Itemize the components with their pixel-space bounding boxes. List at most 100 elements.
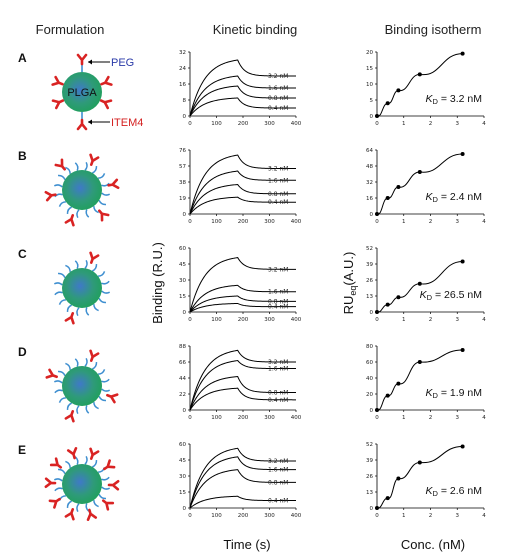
y-tick-label: 13 (366, 490, 373, 496)
row-label: A (18, 51, 27, 65)
peg-chain (54, 193, 63, 198)
peg-chain (74, 456, 79, 465)
nanoparticle-diagram (44, 446, 120, 522)
x-tick-label: 300 (264, 219, 275, 225)
binding-curve (189, 456, 296, 509)
nanoparticle-diagram (53, 251, 111, 325)
curve-label: 3.2 nM (268, 266, 288, 273)
data-point (396, 295, 401, 300)
antibody-shape (44, 190, 57, 202)
row-label: E (18, 443, 26, 457)
curve-label: 0.8 nM (268, 298, 288, 305)
kinetic-plot: 0 15 30 45 60 0 100 200 300 400 3.2 nM 1.6 nM 0.8 nM… (179, 246, 302, 323)
y-tick-label: 30 (179, 474, 186, 480)
kd-subscript: D (433, 97, 439, 106)
peg-chain (65, 460, 71, 468)
x-tick-label: 200 (238, 317, 249, 323)
fit-curve (376, 261, 463, 313)
y-tick-label: 88 (179, 344, 186, 350)
antibody-icon (54, 158, 66, 171)
curve-label: 0.4 nM (268, 105, 288, 112)
binding-curve (189, 295, 296, 313)
x-tick-label: 2 (429, 219, 433, 225)
antibody-icon (89, 349, 100, 362)
antibody-icon (107, 178, 120, 190)
x-tick-label: 0 (375, 513, 379, 519)
iso-y-sub: eq (348, 286, 358, 296)
data-point (396, 185, 401, 189)
antibody-shape (49, 457, 63, 469)
binding-curve (189, 59, 296, 117)
peg-chain (98, 271, 106, 277)
antibody-icon (76, 53, 88, 66)
data-point (417, 72, 422, 77)
x-tick-label: 0 (188, 317, 192, 323)
kinetic-x-title: Time (s) (223, 537, 270, 552)
x-tick-label: 3 (456, 121, 460, 127)
plga-core (62, 268, 102, 308)
binding-curve (189, 360, 296, 411)
binding-curve (189, 196, 296, 215)
y-tick-label: 44 (179, 376, 186, 382)
curve-label: 1.6 nM (268, 467, 288, 474)
x-tick-label: 2 (429, 121, 433, 127)
data-point (375, 212, 379, 216)
peg-chain (76, 307, 80, 317)
y-tick-label: 15 (179, 294, 186, 300)
antibody-icon (66, 446, 78, 460)
y-tick-label: 8 (183, 98, 187, 104)
x-tick-label: 400 (291, 219, 302, 225)
data-point (417, 360, 422, 364)
peg-chain (54, 487, 63, 492)
peg-chain (101, 280, 110, 285)
antibody-shape (89, 447, 100, 460)
antibody-shape (100, 75, 113, 86)
peg-chain (92, 165, 98, 174)
antibody-icon (44, 190, 57, 202)
y-tick-label: 32 (179, 50, 186, 56)
y-tick-label: 0 (183, 212, 187, 218)
antibody-shape (64, 312, 75, 325)
x-tick-label: 1 (402, 513, 406, 519)
antibody-shape (76, 118, 88, 131)
y-tick-label: 64 (366, 148, 373, 154)
y-tick-label: 10 (366, 82, 373, 88)
binding-curve (189, 257, 296, 313)
antibody-icon (103, 459, 116, 471)
x-tick-label: 100 (211, 121, 222, 127)
curve-label: 0.4 nM (268, 199, 288, 206)
y-tick-label: 15 (366, 66, 373, 72)
y-tick-label: 15 (179, 490, 186, 496)
peg-chain (85, 307, 90, 316)
x-tick-label: 400 (291, 513, 302, 519)
curve-label: 0.4 nM (268, 397, 288, 404)
peg-chain (65, 362, 71, 370)
y-tick-label: 20 (366, 392, 373, 398)
peg-chain (76, 503, 80, 513)
x-tick-label: 0 (375, 219, 379, 225)
data-point (417, 460, 422, 465)
plga-core (62, 170, 102, 210)
isotherm-plot: 0 13 26 39 52 0 1 2 3 4 KD = 26.5 nM (366, 246, 486, 323)
data-point (460, 348, 465, 352)
binding-curve (189, 284, 296, 313)
x-tick-label: 400 (291, 121, 302, 127)
x-tick-label: 200 (238, 513, 249, 519)
y-tick-label: 0 (370, 310, 374, 316)
x-tick-label: 0 (375, 415, 379, 421)
x-tick-label: 100 (211, 513, 222, 519)
antibody-icon (89, 251, 100, 264)
peg-chain (65, 166, 71, 174)
antibody-shape (99, 99, 113, 110)
header-kinetic: Kinetic binding (213, 22, 298, 37)
y-tick-label: 0 (370, 506, 374, 512)
antibody-shape (107, 178, 120, 190)
peg-chain (101, 182, 110, 187)
x-tick-label: 300 (264, 121, 275, 127)
kd-label: KD = 26.5 nM (420, 289, 482, 302)
binding-curve (189, 75, 296, 117)
peg-chain (93, 402, 99, 410)
header-isotherm: Binding isotherm (385, 22, 482, 37)
